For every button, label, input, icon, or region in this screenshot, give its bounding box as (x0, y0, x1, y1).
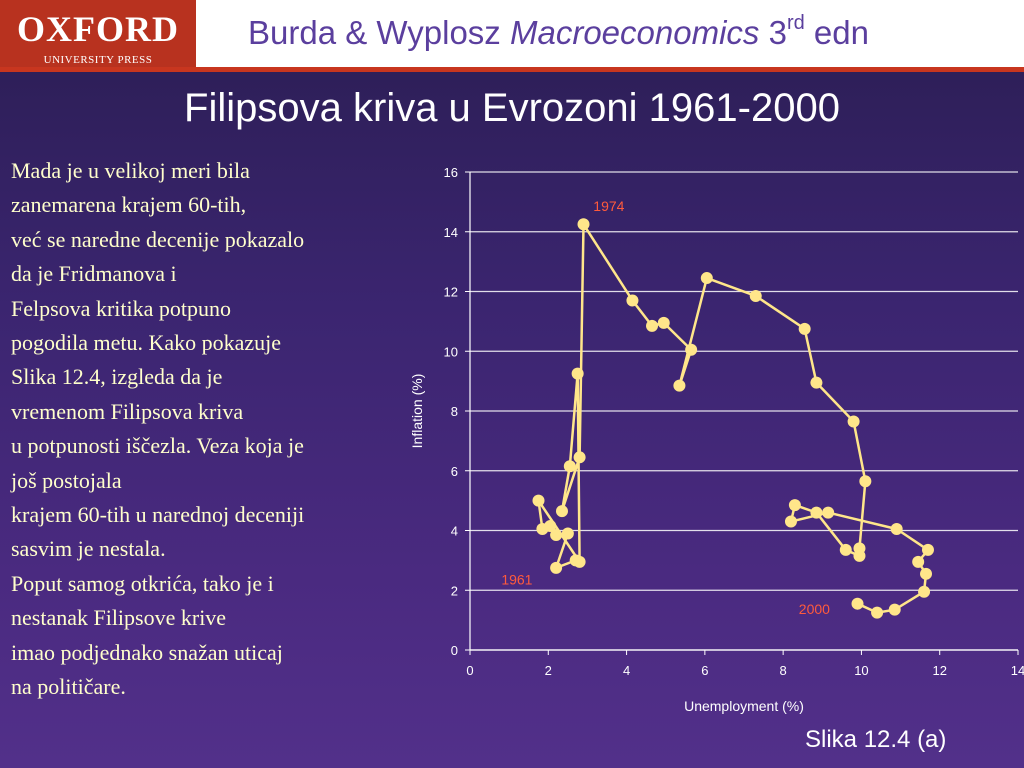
data-point (920, 567, 933, 580)
body-line: Mada je u velikoj meri bila (11, 158, 250, 183)
data-point (555, 505, 568, 518)
book-title-ordinal: rd (786, 12, 805, 34)
data-point (673, 379, 686, 392)
book-title-edition: 3 (759, 14, 787, 51)
oxford-logo: OXFORD UNIVERSITY PRESS (0, 0, 196, 72)
data-point (573, 555, 586, 568)
y-axis-label: Inflation (%) (409, 374, 425, 449)
x-tick-label: 4 (623, 663, 630, 678)
body-line: Poput samog otkrića, tako je i (11, 570, 274, 596)
data-point (918, 585, 931, 598)
phillips-curve-chart: 0 2 4 6 8 10 12 14 16 0 2 4 6 8 10 12 14 Unemployment (%)… (400, 150, 1024, 730)
y-tick-label: 4 (451, 524, 458, 539)
x-tick-label: 2 (545, 663, 552, 678)
y-tick-label: 0 (451, 643, 458, 658)
body-line: Felpsova kritika potpuno (11, 295, 231, 321)
body-line: na političare. (11, 674, 126, 700)
data-point (536, 523, 549, 536)
logo-subtitle: UNIVERSITY PRESS (43, 54, 153, 66)
book-title-prefix: Burda & Wyplosz (248, 14, 510, 51)
x-axis-label: Unemployment (%) (684, 698, 804, 714)
data-point (550, 528, 563, 541)
y-tick-label: 12 (444, 285, 458, 300)
data-point (890, 523, 903, 536)
series-line (537, 223, 930, 614)
body-line: da je Fridmanova i (11, 261, 177, 287)
y-tick-label: 6 (451, 464, 458, 479)
year-annotation: 1974 (593, 198, 624, 214)
data-point (888, 603, 901, 616)
body-line: pogodila metu. Kako pokazuje (11, 330, 282, 356)
data-point (810, 506, 823, 519)
logo-wordmark: OXFORD (17, 9, 179, 49)
x-tick-label: 6 (701, 663, 708, 678)
data-point (577, 218, 590, 231)
data-point (853, 549, 866, 562)
data-point (784, 515, 797, 528)
body-line: imao podjednako snažan uticaj (11, 639, 283, 665)
data-point (749, 289, 762, 302)
body-line: u potpunosti iščezla. Veza koja je (11, 433, 304, 459)
data-point (859, 475, 872, 488)
body-line: još postojala (11, 467, 122, 493)
x-tick-label: 8 (780, 663, 787, 678)
data-point (822, 506, 835, 519)
data-point (847, 415, 860, 428)
data-point (657, 316, 670, 329)
data-point (626, 294, 639, 307)
data-point (561, 527, 574, 540)
data-point (550, 561, 563, 574)
x-tick-label: 0 (466, 663, 473, 678)
data-point (851, 597, 864, 610)
body-line: nestanak Filipsove krive (11, 605, 227, 631)
data-point (921, 543, 934, 556)
year-annotation: 1961 (501, 571, 532, 587)
data-point (571, 367, 584, 380)
x-tick-label: 12 (932, 663, 946, 678)
body-line: Slika 12.4, izgleda da je (11, 364, 223, 390)
data-point (685, 343, 698, 356)
data-point (563, 460, 576, 473)
book-title: Burda & Wyplosz Macroeconomics 3rd edn (248, 12, 869, 52)
data-point (810, 376, 823, 389)
data-point (700, 272, 713, 285)
book-title-italic: Macroeconomics (509, 14, 760, 51)
data-point (839, 543, 852, 556)
year-annotation: 2000 (799, 601, 830, 617)
body-line: zanemarena krajem 60-tih, (11, 192, 247, 218)
data-point (798, 322, 811, 335)
x-tick-label: 14 (1011, 663, 1024, 678)
y-tick-label: 14 (444, 225, 458, 240)
body-line: vremenom Filipsova kriva (11, 398, 244, 424)
body-paragraph: Mada je u velikoj meri bila zanemarena kr… (11, 154, 403, 705)
body-line: sasvim je nestala. (11, 536, 166, 562)
y-tick-label: 2 (451, 583, 458, 598)
y-tick-label: 16 (444, 165, 458, 180)
y-tick-label: 10 (444, 344, 458, 359)
chart-svg: 0 2 4 6 8 10 12 14 16 0 2 4 6 8 10 12 14 Unemployment (%)… (409, 165, 1024, 714)
data-point (788, 499, 801, 512)
body-line: već se naredne decenije pokazalo (11, 226, 305, 252)
x-tick-label: 10 (854, 663, 868, 678)
book-title-suffix: edn (804, 14, 869, 51)
data-point (871, 606, 884, 619)
data-point (646, 319, 659, 332)
header-rule (0, 67, 1024, 72)
figure-label: Slika 12.4 (a) (805, 726, 947, 753)
y-tick-label: 8 (451, 404, 458, 419)
slide-title: Filipsova kriva u Evrozoni 1961-2000 (184, 86, 840, 130)
data-point (573, 451, 586, 464)
data-point (532, 494, 545, 507)
data-point (912, 555, 925, 568)
body-line: krajem 60-tih u narednoj deceniji (11, 502, 305, 528)
